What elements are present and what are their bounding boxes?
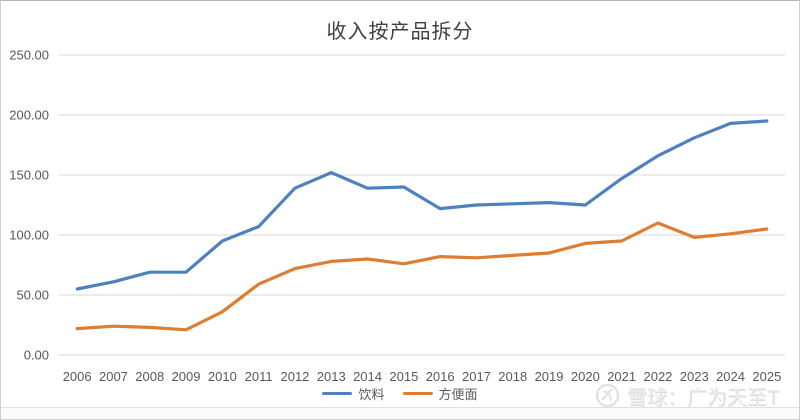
x-tick-label: 2009	[172, 369, 201, 384]
legend-item-1: 方便面	[402, 384, 478, 403]
bottom-strip	[1, 408, 799, 419]
x-tick-label: 2017	[462, 369, 491, 384]
x-tick-label: 2011	[245, 369, 273, 384]
x-tick-label: 2006	[63, 369, 92, 384]
x-tick-label: 2013	[317, 369, 346, 384]
x-tick-label: 2010	[208, 369, 237, 384]
legend-label: 方便面	[438, 386, 478, 402]
x-tick-label: 2015	[389, 369, 418, 384]
legend-swatch-icon	[402, 391, 433, 395]
watermark: 雪球：广为天至T	[595, 382, 779, 409]
x-tick-label: 2012	[280, 369, 309, 384]
xueqiu-snowball-icon	[595, 383, 619, 407]
x-tick-label: 2022	[643, 369, 672, 384]
x-tick-label: 2007	[99, 369, 128, 384]
line-chart: 0.00 50.00 100.00 150.00 200.00 250.00 2006 200…	[9, 48, 785, 384]
y-tick-label: 250.00	[9, 48, 49, 63]
x-tick-label: 2021	[607, 369, 636, 384]
x-tick-label: 2016	[426, 369, 455, 384]
legend-swatch-icon	[322, 391, 353, 395]
legend-label: 饮料	[358, 386, 385, 402]
series-line-1	[75, 221, 769, 332]
chart-title: 收入按产品拆分	[326, 21, 474, 43]
x-tick-label: 2024	[716, 369, 745, 384]
y-tick-label: 100.00	[9, 228, 49, 243]
y-tick-label: 150.00	[9, 168, 49, 183]
x-tick-label: 2008	[135, 369, 164, 384]
x-tick-label: 2018	[498, 369, 527, 384]
x-tick-label: 2014	[353, 369, 382, 384]
y-tick-label: 0.00	[24, 348, 49, 363]
x-tick-label: 2025	[752, 369, 781, 384]
chart-legend: 饮料 方便面	[1, 384, 799, 402]
separator-line	[1, 407, 799, 408]
x-tick-label: 2019	[535, 369, 564, 384]
x-tick-label: 2023	[680, 369, 709, 384]
x-tick-label: 2020	[571, 369, 600, 384]
watermark-text: 雪球：广为天至T	[626, 386, 779, 409]
y-tick-label: 200.00	[9, 108, 49, 123]
series-line-0	[75, 119, 769, 291]
y-tick-label: 50.00	[16, 288, 49, 303]
legend-item-0: 饮料	[322, 384, 385, 403]
